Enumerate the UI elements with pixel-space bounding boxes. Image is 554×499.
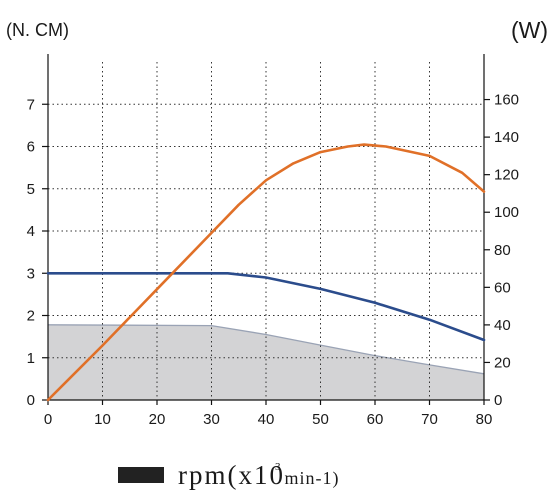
right-tick-label-60: 60 (494, 279, 511, 296)
left-tick-label-1: 1 (27, 350, 35, 367)
left-axis-unit: (N. CM) (6, 20, 69, 40)
area-series-0 (48, 324, 484, 400)
x-tick-label-80: 80 (476, 411, 493, 428)
left-tick-label-7: 7 (27, 96, 35, 113)
right-tick-label-20: 20 (494, 354, 511, 371)
left-tick-label-4: 4 (27, 223, 35, 240)
left-tick-label-0: 0 (27, 392, 35, 409)
x-tick-label-10: 10 (94, 411, 111, 428)
x-tick-label-60: 60 (367, 411, 384, 428)
legend: rpm(x103min-1) (118, 458, 339, 492)
right-tick-label-160: 160 (494, 92, 519, 109)
left-tick-label-5: 5 (27, 181, 35, 198)
series-layer (46, 143, 486, 402)
x-tick-label-0: 0 (44, 411, 52, 428)
legend-label: rpm(x103min-1) (178, 459, 340, 490)
right-tick-label-100: 100 (494, 204, 519, 221)
right-tick-label-0: 0 (494, 392, 502, 409)
x-tick-label-70: 70 (421, 411, 438, 428)
line-series-1 (46, 143, 486, 402)
x-tick-label-30: 30 (203, 411, 220, 428)
right-tick-label-120: 120 (494, 167, 519, 184)
right-tick-label-40: 40 (494, 317, 511, 334)
line-series-0 (46, 272, 486, 342)
left-tick-label-2: 2 (27, 308, 35, 325)
x-tick-label-50: 50 (312, 411, 329, 428)
right-tick-label-80: 80 (494, 242, 511, 259)
x-tick-label-40: 40 (258, 411, 275, 428)
axes (42, 54, 490, 405)
right-axis-unit: (W) (511, 17, 548, 43)
x-tick-label-20: 20 (149, 411, 166, 428)
left-tick-label-6: 6 (27, 139, 35, 156)
right-tick-label-140: 140 (494, 129, 519, 146)
left-tick-label-3: 3 (27, 265, 35, 282)
legend-swatch (118, 467, 164, 483)
